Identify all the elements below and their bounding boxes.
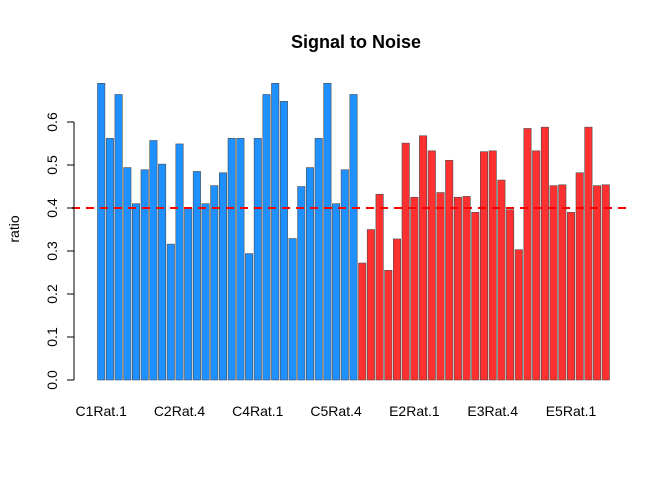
- bar-49: [523, 128, 532, 381]
- bar-46: [497, 179, 506, 381]
- bar-15: [227, 138, 236, 381]
- bar-23: [297, 186, 306, 381]
- bar-41: [453, 196, 462, 381]
- x-tick-label-1: C2Rat.4: [154, 403, 206, 419]
- bar-5: [140, 169, 149, 381]
- bar-55: [575, 172, 584, 381]
- bar-44: [479, 151, 488, 381]
- bar-45: [488, 150, 497, 381]
- bar-43: [471, 212, 480, 381]
- x-tick-label-4: E2Rat.1: [389, 403, 440, 419]
- bar-50: [532, 150, 541, 381]
- bars-group: [97, 83, 610, 381]
- bar-38: [427, 150, 436, 381]
- x-tick-label-0: C1Rat.1: [76, 403, 128, 419]
- bar-37: [419, 135, 428, 381]
- bar-29: [349, 94, 358, 381]
- bar-7: [158, 163, 167, 381]
- bar-56: [584, 126, 593, 381]
- bar-19: [262, 94, 271, 381]
- y-tick-label-3: 0.3: [44, 241, 60, 261]
- x-axis: C1Rat.1 C2Rat.4 C4Rat.1 C5Rat.4 E2Rat.1 E3Rat…: [76, 403, 597, 419]
- bar-52: [549, 185, 558, 381]
- bar-31: [366, 229, 375, 381]
- y-tick-label-4: 0.4: [44, 198, 60, 218]
- bar-24: [305, 167, 314, 381]
- x-tick-label-5: E3Rat.4: [467, 403, 518, 419]
- bar-6: [149, 140, 158, 381]
- bar-54: [566, 212, 575, 381]
- bar-9: [175, 143, 184, 381]
- bar-30: [358, 262, 367, 381]
- bar-53: [558, 184, 567, 381]
- bar-0: [97, 83, 106, 381]
- bar-4: [132, 203, 141, 381]
- bar-48: [514, 249, 523, 381]
- bar-28: [340, 169, 349, 381]
- y-tick-label-2: 0.2: [44, 284, 60, 304]
- bar-18: [253, 138, 262, 381]
- bar-33: [384, 270, 393, 381]
- bar-35: [401, 142, 410, 381]
- bar-14: [219, 172, 228, 381]
- bar-57: [593, 185, 602, 381]
- bar-8: [166, 243, 175, 381]
- y-tick-label-5: 0.5: [44, 155, 60, 175]
- bar-25: [314, 138, 323, 381]
- bar-2: [114, 94, 123, 381]
- bar-27: [332, 203, 341, 381]
- bar-16: [236, 138, 245, 381]
- bar-3: [123, 167, 132, 381]
- y-tick-label-0: 0.0: [44, 370, 60, 390]
- bar-1: [105, 138, 114, 381]
- y-tick-label-6: 0.6: [44, 112, 60, 132]
- bar-17: [245, 253, 254, 381]
- x-tick-label-6: E5Rat.1: [546, 403, 597, 419]
- bar-20: [271, 83, 280, 381]
- bar-58: [601, 184, 610, 381]
- bar-40: [445, 159, 454, 381]
- y-axis-label: ratio: [6, 215, 22, 242]
- bar-11: [192, 171, 201, 381]
- bar-13: [210, 185, 219, 381]
- x-tick-label-2: C4Rat.1: [232, 403, 284, 419]
- y-axis: 0.0 0.1 0.2 0.3 0.4 0.5 0.6: [44, 112, 75, 390]
- chart-title: Signal to Noise: [291, 32, 421, 52]
- bar-26: [323, 83, 332, 381]
- bar-32: [375, 193, 384, 381]
- bar-22: [288, 238, 297, 381]
- bar-51: [540, 126, 549, 381]
- bar-34: [392, 238, 401, 381]
- x-tick-label-3: C5Rat.4: [310, 403, 362, 419]
- bar-47: [506, 209, 515, 381]
- bar-21: [279, 101, 288, 381]
- bar-36: [410, 196, 419, 381]
- bar-12: [201, 203, 210, 381]
- bar-42: [462, 196, 471, 381]
- bar-10: [184, 207, 193, 381]
- bar-39: [436, 192, 445, 381]
- y-tick-label-1: 0.1: [44, 327, 60, 347]
